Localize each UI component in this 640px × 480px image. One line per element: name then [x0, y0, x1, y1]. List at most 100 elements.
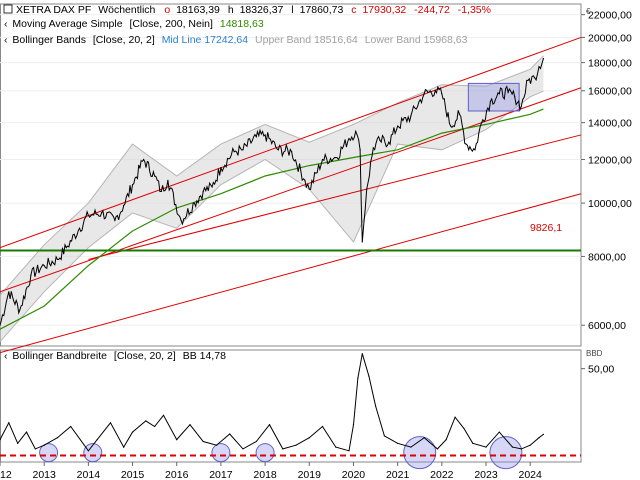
price-point	[423, 93, 425, 95]
bandwidth-point	[229, 433, 231, 435]
price-point	[450, 125, 452, 127]
ohlc-low-key: l	[291, 4, 293, 16]
bandwidth-point	[131, 431, 134, 433]
bandwidth-point	[162, 414, 165, 416]
bandwidth-point	[529, 444, 531, 446]
bandwidth-point	[538, 437, 540, 439]
price-point	[410, 115, 412, 117]
squeeze-highlight-circle	[489, 436, 523, 470]
price-point	[366, 188, 368, 190]
price-tick-label: 16000,00	[588, 86, 632, 98]
year-tick-label: 2021	[386, 469, 410, 480]
year-tick-label: 2015	[121, 469, 145, 480]
bb-lower-value: Lower Band 15968,63	[365, 34, 468, 46]
price-point	[87, 214, 89, 216]
bandwidth-point	[361, 353, 363, 355]
price-point	[520, 105, 522, 107]
bandwidth-point	[123, 446, 125, 448]
bollinger-upper-band	[0, 55, 544, 296]
lower-channel-annotation: 9826,1	[530, 222, 562, 234]
ohlc-high-key: h	[228, 4, 234, 16]
svg-text:‹ Bollinger Bandbreite: ‹ Bollinger Bandbreite [Close, 20, 2] BB…	[4, 350, 226, 362]
ohlc-open-value: 18163,39	[176, 4, 220, 16]
bandwidth-point	[96, 439, 98, 441]
bbw-chevron-icon: ‹	[4, 350, 8, 362]
bandwidth-point	[498, 431, 500, 433]
ohlc-high-value: 18326,37	[240, 4, 284, 16]
svg-text:‹ Moving Average Simple: ‹ Moving Average Simple [Close, 200, Nei…	[4, 18, 264, 30]
price-point	[321, 158, 324, 161]
price-point	[458, 113, 461, 115]
bandwidth-point	[348, 450, 350, 452]
legend-row-2: ‹ Moving Average Simple [Close, 200, Nei…	[4, 18, 264, 30]
instrument-name: XETRA DAX PF	[16, 4, 91, 16]
price-point	[388, 141, 390, 143]
year-tick-label: 2014	[77, 469, 101, 480]
consolidation-highlight-box	[467, 82, 520, 112]
year-tick-label: 2019	[298, 469, 322, 480]
price-point	[291, 151, 293, 153]
price-point	[78, 227, 81, 229]
price-point	[527, 79, 529, 82]
price-point	[264, 134, 266, 136]
panel-frames	[0, 3, 582, 463]
year-tick-label: 2018	[253, 469, 277, 480]
bbw-name: Bollinger Bandbreite	[12, 350, 107, 362]
price-point	[131, 184, 134, 186]
year-tick-label: 2017	[209, 469, 233, 480]
price-point	[193, 202, 196, 204]
price-point	[19, 309, 21, 311]
price-point	[30, 274, 32, 276]
moving-average-line	[0, 108, 544, 330]
price-point	[441, 93, 443, 95]
change-percent: -1,35%	[458, 4, 491, 16]
price-point	[101, 212, 103, 214]
bandwidth-point	[511, 446, 514, 448]
year-tick-label: 2013	[33, 469, 57, 480]
price-point	[514, 96, 516, 98]
price-tick-label: 22000,00	[588, 10, 632, 22]
bandwidth-panel-frame	[0, 349, 582, 463]
price-point	[372, 147, 374, 149]
price-point	[56, 258, 59, 261]
bandwidth-point	[308, 437, 310, 439]
bandwidth-point	[145, 420, 147, 422]
bandwidth-point	[255, 440, 257, 443]
squeeze-highlight-circle	[211, 443, 231, 463]
squeeze-highlight-circle	[403, 436, 437, 470]
price-tick-label: 20000,00	[588, 32, 632, 44]
bandwidth-point	[0, 439, 1, 441]
svg-text:‹ Bollinger Bands: ‹ Bollinger Bands [Close, 20, 2] Mid Lin…	[4, 34, 468, 46]
currency-label: €	[586, 7, 591, 16]
year-tick-label: 2024	[519, 469, 543, 480]
price-point	[542, 58, 545, 60]
bandwidth-point	[25, 431, 28, 433]
bandwidth-point	[87, 450, 89, 452]
price-point	[348, 137, 350, 140]
bandwidth-point	[295, 444, 297, 446]
ma-value: 14818,63	[220, 18, 264, 30]
price-point	[361, 241, 363, 243]
bandwidth-point	[242, 448, 244, 450]
price-point	[277, 149, 279, 151]
bb-upper-value: Upper Band 18516,64	[255, 34, 358, 46]
bandwidth-point	[56, 437, 59, 439]
price-point	[480, 122, 483, 124]
legend-row-3: ‹ Bollinger Bands [Close, 20, 2] Mid Lin…	[4, 34, 468, 46]
bandwidth-point	[321, 425, 324, 428]
bandwidth-point	[383, 435, 385, 437]
year-tick-label: 2022	[430, 469, 454, 480]
legend-row-4: ‹ Bollinger Bandbreite [Close, 20, 2] BB…	[4, 350, 226, 362]
legend-icon-box	[3, 4, 13, 14]
price-tick-label: 8000,00	[588, 251, 626, 263]
price-point	[498, 93, 500, 95]
year-tick-label: 2016	[165, 469, 189, 480]
channel-mid-line	[0, 87, 582, 293]
price-point	[167, 179, 169, 181]
price-point	[379, 139, 381, 141]
bandwidth-point	[445, 439, 447, 441]
bandwidth-panel	[0, 353, 581, 470]
period-label: Wöchentlich	[98, 4, 155, 16]
bandwidth-point	[189, 424, 191, 426]
